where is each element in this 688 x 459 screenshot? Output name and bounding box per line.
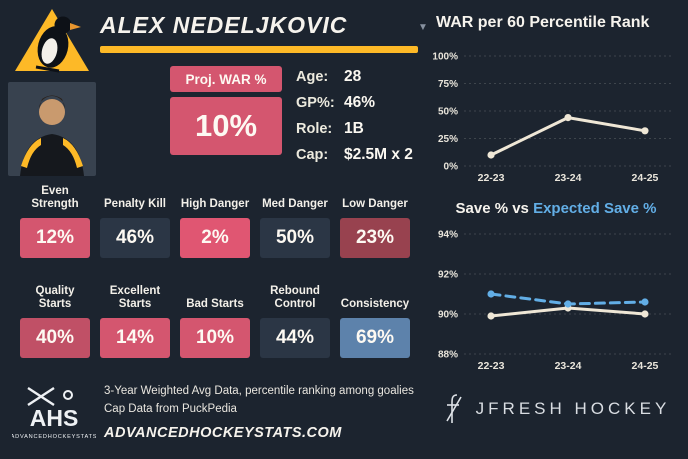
stat-value-box: 46% bbox=[100, 218, 170, 258]
bio-row-age: Age: 28 bbox=[296, 68, 434, 94]
proj-war-value: 10% bbox=[170, 97, 282, 155]
jfresh-branding: JFRESH HOCKEY bbox=[428, 392, 684, 426]
svg-text:0%: 0% bbox=[444, 162, 459, 173]
stat-value-box: 12% bbox=[20, 218, 90, 258]
stat-value-box: 50% bbox=[260, 218, 330, 258]
footnote-line2: Cap Data from PuckPedia bbox=[104, 403, 237, 415]
svg-text:22-23: 22-23 bbox=[478, 360, 505, 372]
stats-grid-row1: Even Strength 12% Penalty Kill 46% High … bbox=[20, 176, 410, 258]
war-percentile-line-chart: 0% 25% 50% 75% 100% 22-23 23-24 24-25 bbox=[432, 52, 672, 184]
ahs-logo: AHS ADVANCEDHOCKEYSTATS bbox=[12, 386, 96, 440]
stat-label: Penalty Kill bbox=[104, 198, 166, 211]
stat-label: Low Danger bbox=[342, 198, 408, 211]
stat-value-box: 40% bbox=[20, 318, 90, 358]
stat-value-box: 69% bbox=[340, 318, 410, 358]
stat-cell-even-strength: Even Strength 12% bbox=[20, 176, 90, 258]
proj-war-label: Proj. WAR % bbox=[170, 66, 282, 92]
penguins-team-logo-icon bbox=[15, 9, 89, 73]
stat-cell-consistency: Consistency 69% bbox=[340, 276, 410, 358]
stat-label: High Danger bbox=[180, 198, 250, 211]
stat-label: Even Strength bbox=[31, 184, 79, 211]
bio-value: 28 bbox=[344, 68, 362, 85]
ahs-logo-text: AHS bbox=[30, 405, 79, 431]
svg-text:88%: 88% bbox=[438, 350, 458, 361]
player-photo bbox=[8, 82, 96, 176]
stats-grid-row2: Quality Starts 40% Excellent Starts 14% … bbox=[20, 276, 410, 358]
bio-fields: Age: 28 GP%: 46% Role: 1B Cap: $2.5M x 2 bbox=[296, 68, 434, 172]
svg-text:23-24: 23-24 bbox=[555, 360, 582, 372]
stat-label: Rebound Control bbox=[270, 284, 320, 311]
svg-text:100%: 100% bbox=[432, 52, 458, 63]
ahs-logo-subtext: ADVANCEDHOCKEYSTATS bbox=[12, 434, 96, 440]
save-pct-line-chart: 88% 90% 92% 94% 22-23 23-24 24-25 bbox=[438, 230, 672, 372]
stat-cell-low-danger: Low Danger 23% bbox=[340, 176, 410, 258]
stat-label: Quality Starts bbox=[35, 284, 75, 311]
svg-text:90%: 90% bbox=[438, 310, 458, 321]
bio-label: Cap: bbox=[296, 147, 329, 163]
bio-row-gp: GP%: 46% bbox=[296, 94, 434, 120]
svg-text:23-24: 23-24 bbox=[555, 172, 582, 184]
stat-label: Excellent Starts bbox=[109, 284, 161, 311]
bio-value: 1B bbox=[344, 120, 364, 137]
bio-label: Age: bbox=[296, 69, 329, 85]
war-chart-title: WAR per 60 Percentile Rank bbox=[436, 14, 650, 31]
stat-label: Bad Starts bbox=[186, 298, 244, 311]
stat-label: Med Danger bbox=[262, 198, 328, 211]
stat-cell-high-danger: High Danger 2% bbox=[180, 176, 250, 258]
stat-value-box: 44% bbox=[260, 318, 330, 358]
svg-text:94%: 94% bbox=[438, 230, 458, 241]
bio-label: Role: bbox=[296, 121, 333, 137]
bio-value: $2.5M x 2 bbox=[344, 146, 413, 163]
stat-cell-bad-starts: Bad Starts 10% bbox=[180, 276, 250, 358]
stat-value-box: 23% bbox=[340, 218, 410, 258]
stat-value-box: 10% bbox=[180, 318, 250, 358]
website-url: ADVANCEDHOCKEYSTATS.COM bbox=[104, 425, 342, 441]
svg-text:25%: 25% bbox=[438, 134, 458, 145]
save-pct-title-left: Save % bbox=[455, 200, 513, 217]
save-pct-chart-title: Save % vs Expected Save % bbox=[428, 200, 684, 217]
accent-bar bbox=[100, 46, 418, 53]
save-pct-title-right: Expected Save % bbox=[533, 200, 657, 217]
stat-value-box: 2% bbox=[180, 218, 250, 258]
caret-down-icon[interactable]: ▼ bbox=[418, 22, 428, 33]
svg-text:24-25: 24-25 bbox=[632, 360, 659, 372]
stat-cell-med-danger: Med Danger 50% bbox=[260, 176, 330, 258]
svg-text:22-23: 22-23 bbox=[478, 172, 505, 184]
stat-cell-rebound-control: Rebound Control 44% bbox=[260, 276, 330, 358]
bio-label: GP%: bbox=[296, 95, 335, 111]
svg-text:92%: 92% bbox=[438, 270, 458, 281]
svg-text:75%: 75% bbox=[438, 79, 458, 90]
jfresh-logo-icon bbox=[445, 394, 462, 423]
jfresh-logo-text: JFRESH HOCKEY bbox=[475, 399, 671, 418]
stat-cell-excellent-starts: Excellent Starts 14% bbox=[100, 276, 170, 358]
bio-value: 46% bbox=[344, 94, 376, 111]
stat-label: Consistency bbox=[340, 298, 410, 311]
save-pct-title-vs: vs bbox=[512, 200, 534, 217]
svg-text:24-25: 24-25 bbox=[632, 172, 659, 184]
footnote-line1: 3-Year Weighted Avg Data, percentile ran… bbox=[104, 385, 414, 397]
svg-text:50%: 50% bbox=[438, 107, 458, 118]
stat-cell-penalty-kill: Penalty Kill 46% bbox=[100, 176, 170, 258]
stat-value-box: 14% bbox=[100, 318, 170, 358]
bio-row-role: Role: 1B bbox=[296, 120, 434, 146]
stat-cell-quality-starts: Quality Starts 40% bbox=[20, 276, 90, 358]
player-name: ALEX NEDELJKOVIC bbox=[100, 12, 348, 38]
bio-row-cap: Cap: $2.5M x 2 bbox=[296, 146, 434, 172]
